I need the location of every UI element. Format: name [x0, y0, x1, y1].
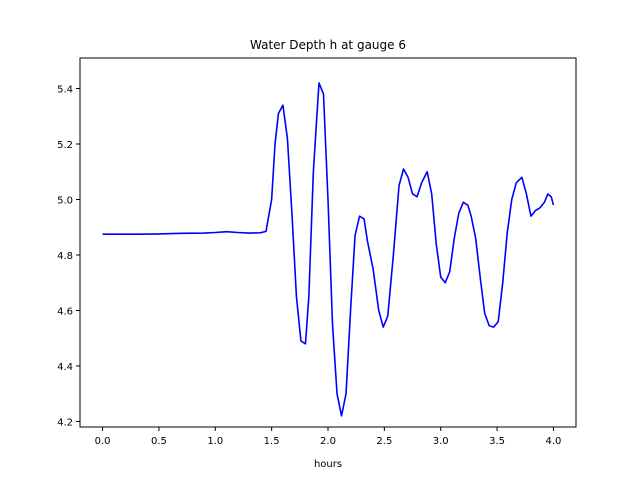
series-line-0 — [102, 82, 555, 417]
x-tick-label: 1.5 — [264, 436, 280, 447]
y-tick-label: 4.8 — [57, 251, 73, 262]
x-tick-label: 3.0 — [433, 436, 449, 447]
x-axis-label: hours — [314, 459, 342, 470]
y-tick-label: 5.4 — [57, 85, 73, 96]
y-tick-label: 5.2 — [57, 140, 73, 151]
y-tick-label: 4.2 — [57, 417, 73, 428]
x-tick-label: 2.5 — [376, 436, 392, 447]
x-tick-label: 0.5 — [151, 436, 167, 447]
x-tick-label: 4.0 — [546, 436, 562, 447]
y-tick-label: 5.0 — [57, 195, 73, 206]
x-tick-label: 1.0 — [207, 436, 223, 447]
y-tick-label: 4.6 — [57, 306, 73, 317]
x-tick-label: 2.0 — [320, 436, 336, 447]
y-tick-label: 4.4 — [57, 362, 73, 373]
x-tick-label: 0.0 — [95, 436, 111, 447]
x-tick-label: 3.5 — [489, 436, 505, 447]
chart-title: Water Depth h at gauge 6 — [250, 38, 406, 52]
plot-area: 0.0 0.5 1.0 1.5 2.0 2.5 3.0 3.5 4.0 4.2 4.4 4.6 4.8 5… — [57, 57, 577, 447]
